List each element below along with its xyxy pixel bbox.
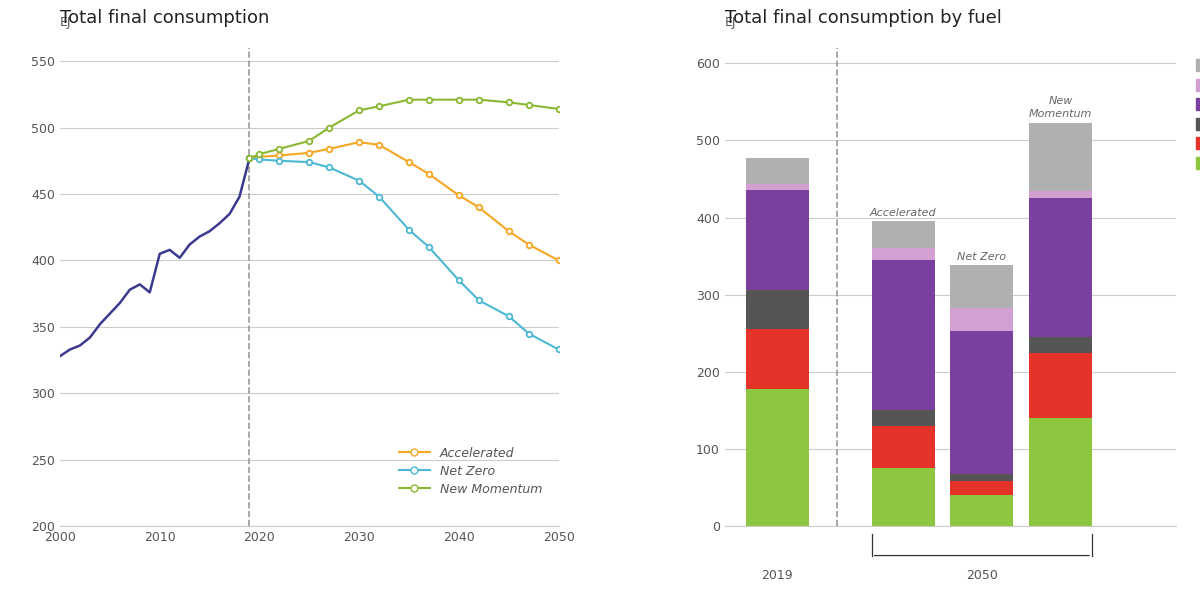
Text: Net Zero: Net Zero	[958, 252, 1007, 261]
Bar	[950, 481, 1013, 495]
Bar	[1030, 337, 1092, 353]
Bar	[871, 260, 935, 410]
Text: Total final consumption: Total final consumption	[60, 9, 269, 27]
Bar	[1030, 191, 1092, 199]
Text: 2019: 2019	[762, 569, 793, 582]
Text: EJ: EJ	[725, 16, 737, 29]
Bar	[1030, 418, 1092, 526]
Bar	[871, 426, 935, 468]
Bar	[950, 474, 1013, 481]
Legend: Accelerated, Net Zero, New Momentum: Accelerated, Net Zero, New Momentum	[394, 442, 547, 501]
Bar	[1030, 353, 1092, 418]
Bar	[746, 184, 809, 190]
Bar	[950, 331, 1013, 474]
Bar	[746, 190, 809, 290]
Bar	[871, 248, 935, 260]
Bar	[950, 308, 1013, 331]
Text: 2050: 2050	[966, 569, 998, 582]
Bar	[1030, 199, 1092, 337]
Text: EJ: EJ	[60, 16, 72, 29]
Bar	[746, 158, 809, 184]
Bar	[871, 221, 935, 248]
Legend: Other, Hydrogen, Electricity, Coal, Natural gas, Oil: Other, Hydrogen, Electricity, Coal, Natu…	[1192, 54, 1200, 175]
Bar	[871, 410, 935, 426]
Bar	[746, 329, 809, 389]
Bar	[746, 389, 809, 526]
Text: Accelerated: Accelerated	[870, 208, 936, 218]
Bar	[746, 290, 809, 329]
Bar	[1030, 123, 1092, 191]
Bar	[950, 266, 1013, 308]
Bar	[950, 495, 1013, 526]
Text: Total final consumption by fuel: Total final consumption by fuel	[725, 9, 1002, 27]
Text: New
Momentum: New Momentum	[1028, 96, 1092, 119]
Bar	[871, 468, 935, 526]
